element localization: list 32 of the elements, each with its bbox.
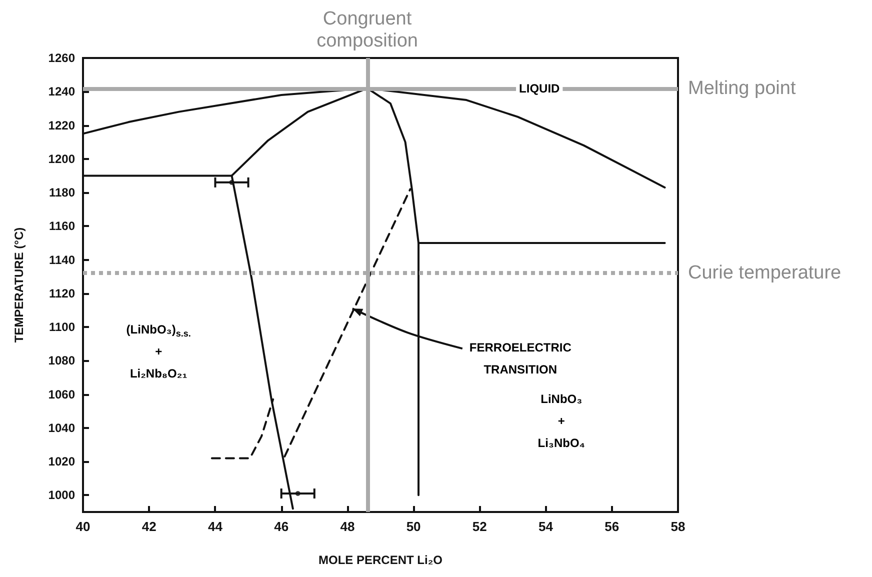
annotation: LIQUID (519, 81, 560, 96)
y-tick-label: 1060 (48, 387, 76, 402)
y-tick-label: 1020 (48, 454, 76, 469)
y-tick-label: 1100 (48, 320, 76, 334)
x-tick-label: 58 (670, 519, 686, 534)
y-tick-label: 1200 (48, 152, 76, 166)
x-tick-label: 54 (538, 519, 554, 534)
ref-line-label: Melting point (688, 78, 796, 99)
x-tick-label: 52 (472, 519, 487, 534)
annotation: FERROELECTRIC TRANSITION (469, 340, 572, 377)
x-tick-label: 42 (142, 519, 156, 534)
y-tick-label: 1260 (48, 51, 76, 65)
ref-line-label: Congruent composition (316, 8, 418, 52)
x-tick-label: 50 (406, 519, 421, 534)
x-tick-label: 48 (340, 519, 355, 534)
y-tick-label: 1240 (48, 84, 76, 99)
y-tick-label: 1160 (48, 219, 76, 234)
y-tick-label: 1220 (48, 118, 76, 132)
y-tick-label: 1140 (48, 252, 76, 267)
y-axis-title: TEMPERATURE (°C) (12, 227, 26, 343)
annotation: LiNbO₃ + Li₃NbO₄ (538, 392, 586, 450)
x-tick-label: 56 (604, 519, 620, 534)
x-tick-label: 44 (208, 519, 224, 534)
ref-line-label: Curie temperature (688, 262, 842, 284)
y-tick-label: 1120 (48, 286, 76, 300)
x-axis-title: MOLE PERCENT Li₂O (318, 553, 443, 567)
y-tick-label: 1040 (48, 420, 76, 435)
x-tick-label: 46 (274, 519, 289, 534)
y-tick-label: 1000 (48, 488, 76, 502)
x-tick-label: 40 (76, 519, 90, 534)
y-tick-label: 1180 (48, 186, 76, 200)
y-tick-label: 1080 (48, 354, 76, 368)
